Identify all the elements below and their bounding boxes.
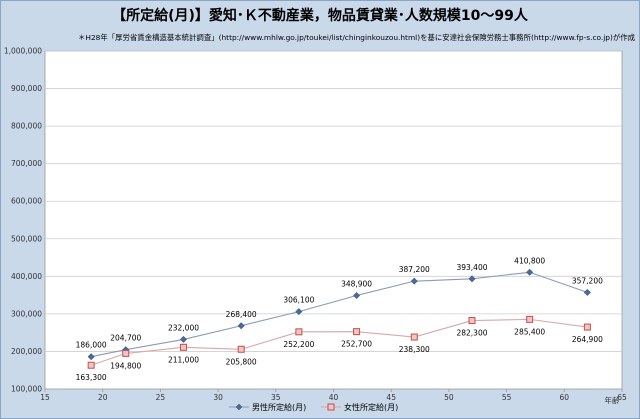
data-point-male	[468, 275, 476, 283]
data-label: 285,400	[514, 327, 545, 336]
data-label: 282,300	[456, 329, 487, 338]
data-label: 393,400	[456, 263, 487, 272]
plot-area	[44, 50, 623, 390]
data-label: 205,800	[226, 357, 257, 366]
y-tick-label: 700,000	[11, 159, 42, 168]
x-tick-label: 50	[444, 393, 454, 402]
y-tick-label: 800,000	[11, 122, 42, 131]
data-point-female	[353, 328, 361, 336]
data-label: 268,400	[226, 310, 257, 319]
x-tick-label: 15	[40, 393, 50, 402]
x-tick-label: 45	[386, 393, 396, 402]
x-tick-label: 35	[271, 393, 281, 402]
y-tick-label: 1,000,000	[4, 47, 42, 56]
data-label: 252,200	[283, 340, 314, 349]
data-point-female	[583, 323, 591, 331]
data-point-male	[583, 288, 591, 296]
data-label: 186,000	[76, 341, 107, 350]
y-tick-label: 100,000	[11, 385, 42, 394]
data-label: 232,000	[168, 323, 199, 332]
y-tick-label: 300,000	[11, 309, 42, 318]
data-label: 357,200	[572, 276, 603, 285]
x-tick-label: 55	[502, 393, 512, 402]
data-label: 211,000	[168, 355, 199, 364]
data-label: 252,700	[341, 340, 372, 349]
data-point-female	[468, 317, 476, 325]
data-label: 194,800	[110, 361, 141, 370]
data-point-female	[122, 349, 130, 357]
data-label: 387,200	[399, 265, 430, 274]
series-line-female	[90, 318, 588, 366]
data-point-male	[353, 291, 361, 300]
x-tick-label: 30	[213, 393, 223, 402]
data-label: 348,900	[341, 280, 372, 289]
x-tick-label: 25	[156, 393, 166, 402]
data-point-male	[237, 322, 245, 330]
data-point-male	[526, 268, 534, 276]
data-label: 306,100	[283, 296, 314, 305]
legend-marker-male	[235, 403, 243, 411]
data-point-female	[179, 343, 187, 351]
data-point-male	[295, 308, 303, 316]
data-point-male	[87, 353, 95, 361]
y-tick-label: 400,000	[11, 272, 42, 281]
data-label: 264,900	[572, 335, 603, 344]
chart-subtitle: ＊H28年「厚労省賃金構造基本統計調査」(http://www.mhlw.go.…	[78, 33, 636, 42]
data-label: 204,700	[110, 334, 141, 343]
data-point-male	[410, 277, 418, 285]
data-point-female	[295, 328, 303, 336]
data-point-female	[87, 361, 95, 369]
y-tick-label: 600,000	[11, 197, 42, 206]
x-tick-label: 65	[617, 393, 627, 402]
x-tick-label: 20	[98, 393, 108, 402]
y-tick-label: 500,000	[11, 234, 42, 243]
data-point-female	[526, 315, 534, 323]
x-tick-label: 60	[560, 393, 570, 402]
data-label: 163,300	[76, 373, 107, 382]
x-axis-label: 年齢	[605, 395, 620, 405]
legend-label: 男性所定給(月)	[252, 402, 306, 412]
series-line-male	[91, 271, 588, 358]
data-point-male	[179, 335, 188, 343]
legend-label: 女性所定給(月)	[344, 402, 398, 412]
y-tick-label: 200,000	[11, 347, 42, 356]
data-label: 238,300	[399, 345, 430, 354]
data-point-female	[237, 345, 245, 353]
y-tick-label: 900,000	[11, 84, 42, 93]
data-label: 410,800	[514, 256, 545, 265]
chart-title: 【所定給(月)】愛知･Ｋ不動産業，物品賃貸業･人数規模10～99人	[112, 8, 528, 24]
x-tick-label: 40	[329, 393, 339, 402]
data-point-female	[410, 333, 418, 341]
legend-marker-female	[327, 403, 335, 411]
